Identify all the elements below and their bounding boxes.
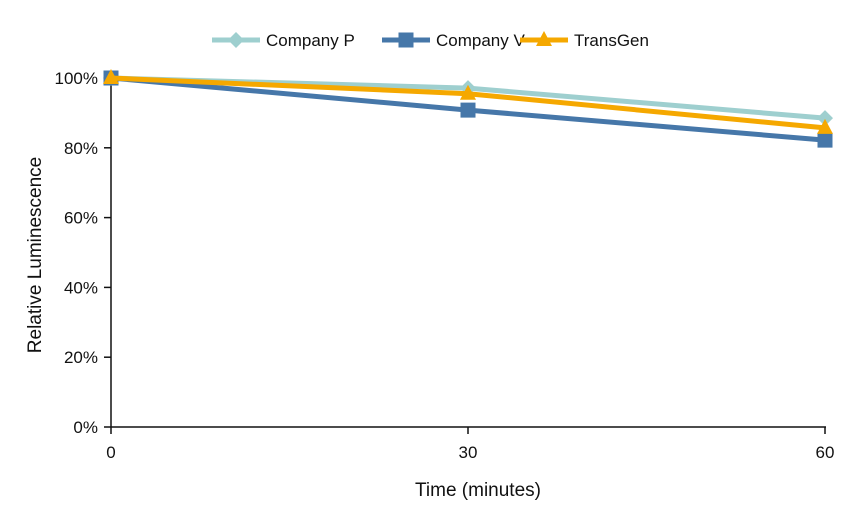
data-point (817, 132, 833, 148)
y-tick-label: 20% (64, 348, 98, 367)
y-axis-label: Relative Luminescence (25, 157, 46, 353)
legend: Company P Company V TransGen (212, 31, 649, 50)
legend-item: Company P (212, 31, 355, 50)
y-tick-label: 80% (64, 139, 98, 158)
data-point (103, 69, 119, 84)
x-tick-label: 0 (106, 443, 115, 462)
legend-label: Company V (436, 31, 525, 50)
y-tick-label: 60% (64, 209, 98, 228)
triangle-icon (536, 31, 552, 46)
legend-item: TransGen (520, 31, 649, 50)
y-tick-label: 0% (73, 418, 98, 437)
data-point (460, 102, 476, 118)
legend-label: TransGen (574, 31, 649, 50)
x-tick-label: 60 (816, 443, 835, 462)
y-tick-label: 40% (64, 278, 98, 297)
legend-label: Company P (266, 31, 355, 50)
x-axis-label: Time (minutes) (415, 480, 541, 501)
legend-item: Company V (382, 31, 525, 50)
data-point (460, 84, 476, 100)
series-transgen (103, 69, 833, 134)
data-point (817, 118, 833, 134)
data-point (817, 110, 833, 127)
x-tick-label: 30 (459, 443, 478, 462)
square-icon (398, 32, 414, 48)
y-tick-label: 100% (55, 69, 98, 88)
diamond-icon (228, 32, 244, 48)
